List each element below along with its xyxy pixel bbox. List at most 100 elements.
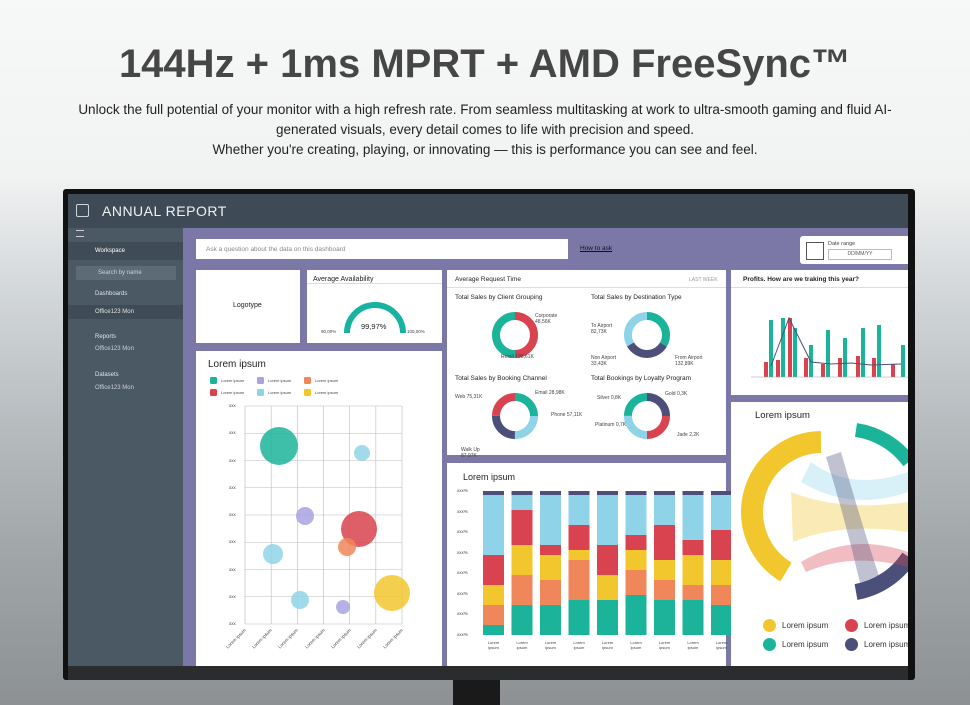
profits-chart <box>751 316 908 378</box>
y-label: xxx <box>229 621 236 626</box>
y-label: xxx% <box>457 570 468 576</box>
y-label: xxx <box>229 403 236 408</box>
donut-label: Jade 2,2K <box>677 432 700 438</box>
section-label[interactable]: Dashboards <box>95 291 128 297</box>
stack-segment <box>511 575 533 605</box>
stack-segment <box>625 595 647 635</box>
date-range[interactable]: Date range DD/MM/YY <box>800 236 908 264</box>
x-label: Lorem ipsum <box>487 640 500 650</box>
description: generated visuals, every detail comes to… <box>276 122 694 137</box>
stack-segment <box>511 491 533 495</box>
donut-title: Total Sales by Client Grouping <box>455 294 543 301</box>
stack-segment <box>654 560 675 580</box>
stack-segment <box>511 495 533 510</box>
donut-label: Phone 57,11K <box>551 412 583 418</box>
stack-segment <box>682 540 704 555</box>
stack-segment <box>711 491 732 495</box>
search-box[interactable]: Search by name <box>76 266 176 280</box>
donut-segment <box>624 312 670 358</box>
ask-box[interactable]: Ask a question about the data on this da… <box>196 239 568 259</box>
stack-segment <box>511 605 533 635</box>
profit-line <box>770 316 902 367</box>
legend-dot <box>763 619 776 632</box>
stack-segment <box>654 580 675 600</box>
chord-card: Lorem ipsum Lorem ipsum Lorem ipsum Lorem … <box>731 402 908 666</box>
stack-segment <box>511 545 533 575</box>
stack-segment <box>483 495 504 555</box>
stack-segment <box>597 575 618 600</box>
bubble <box>354 445 370 461</box>
stack-segment <box>654 525 675 560</box>
legend-label: Lorem ipsum <box>221 378 245 383</box>
request-card: Average Request Time LAST WEEK Total Sal… <box>447 270 726 459</box>
stack-segment <box>597 495 618 545</box>
donut-label: Silver 0,8K <box>597 395 622 401</box>
y-label: xxx <box>229 593 236 599</box>
bubble <box>336 600 350 614</box>
stack-segment <box>483 555 504 585</box>
how-to-ask-link[interactable]: How to ask <box>580 245 613 252</box>
section-item[interactable]: Office123 Mon <box>95 346 134 352</box>
stack-segment <box>711 605 732 635</box>
sidebar: Workspace Search by name Dashboards Offi… <box>68 228 183 666</box>
logotype-card: Logotype <box>196 270 300 343</box>
loss-bars <box>764 318 895 377</box>
stack-segment <box>483 491 504 495</box>
legend-swatch <box>304 377 311 384</box>
bubble <box>374 575 410 611</box>
legend-label: Lorem ipsum <box>268 390 292 395</box>
stack-segment <box>568 525 590 550</box>
stack-segment <box>625 550 647 570</box>
stack-segment <box>597 545 618 575</box>
x-label: Lorem ipsum <box>715 640 728 650</box>
donut-label: Web 75,31K <box>455 394 483 400</box>
profits-card: Profits. How are we traking this year? <box>731 270 908 395</box>
y-label: xxx <box>229 566 236 572</box>
card-title: Average Availability <box>313 276 374 283</box>
legend-label: Lorem ipsum <box>315 378 339 383</box>
donut-label: Gold 0,3K <box>665 391 688 397</box>
donut-segment <box>492 393 538 439</box>
stack-segment <box>711 495 732 530</box>
stack-segment <box>625 570 647 595</box>
x-label: Lorem ipsum <box>687 640 699 650</box>
donut-title: Total Sales by Booking Channel <box>455 375 547 382</box>
section-label[interactable]: Datasets <box>95 372 119 378</box>
stack-segment <box>568 600 590 635</box>
chords <box>791 452 908 587</box>
y-label: xxx% <box>457 590 468 596</box>
y-label: xxx% <box>457 529 468 535</box>
legend-swatch <box>257 389 264 396</box>
section-item: Office123 Mon <box>95 309 134 315</box>
screen: ANNUAL REPORT Workspace Search by name D… <box>68 194 908 666</box>
workspace-row[interactable]: Workspace <box>68 242 183 260</box>
card-title: Lorem ipsum <box>755 410 810 421</box>
y-label: xxx% <box>457 632 468 637</box>
bubble <box>260 427 298 465</box>
y-label: xxx <box>229 512 236 517</box>
donut-label: To Airport 82,73K <box>591 323 613 335</box>
bubble-chart <box>210 377 410 625</box>
legend-swatch <box>257 377 264 384</box>
stack-segment <box>540 555 561 580</box>
y-label: xxx% <box>457 488 468 493</box>
search-placeholder: Search by name <box>98 270 142 276</box>
ask-placeholder: Ask a question about the data on this da… <box>206 246 346 253</box>
legend-label: Lorem ipsum <box>864 640 908 649</box>
stack-segment <box>711 530 732 560</box>
stack-segment <box>540 545 561 555</box>
legend-swatch <box>210 377 217 384</box>
stack-segment <box>568 491 590 495</box>
donut-label: Retail 198,61K <box>501 354 534 360</box>
stack-segment <box>711 585 732 605</box>
stack-segment <box>511 510 533 545</box>
y-label: xxx% <box>457 549 468 555</box>
stack-segment <box>483 585 504 605</box>
section-item-row[interactable]: Office123 Mon <box>68 305 183 319</box>
section-label[interactable]: Reports <box>95 334 117 340</box>
x-label: Lorem ipsum <box>516 640 528 650</box>
legend-label: Lorem ipsum <box>268 378 292 383</box>
section-item[interactable]: Office123 Mon <box>95 385 134 391</box>
legend-dot <box>845 638 858 651</box>
